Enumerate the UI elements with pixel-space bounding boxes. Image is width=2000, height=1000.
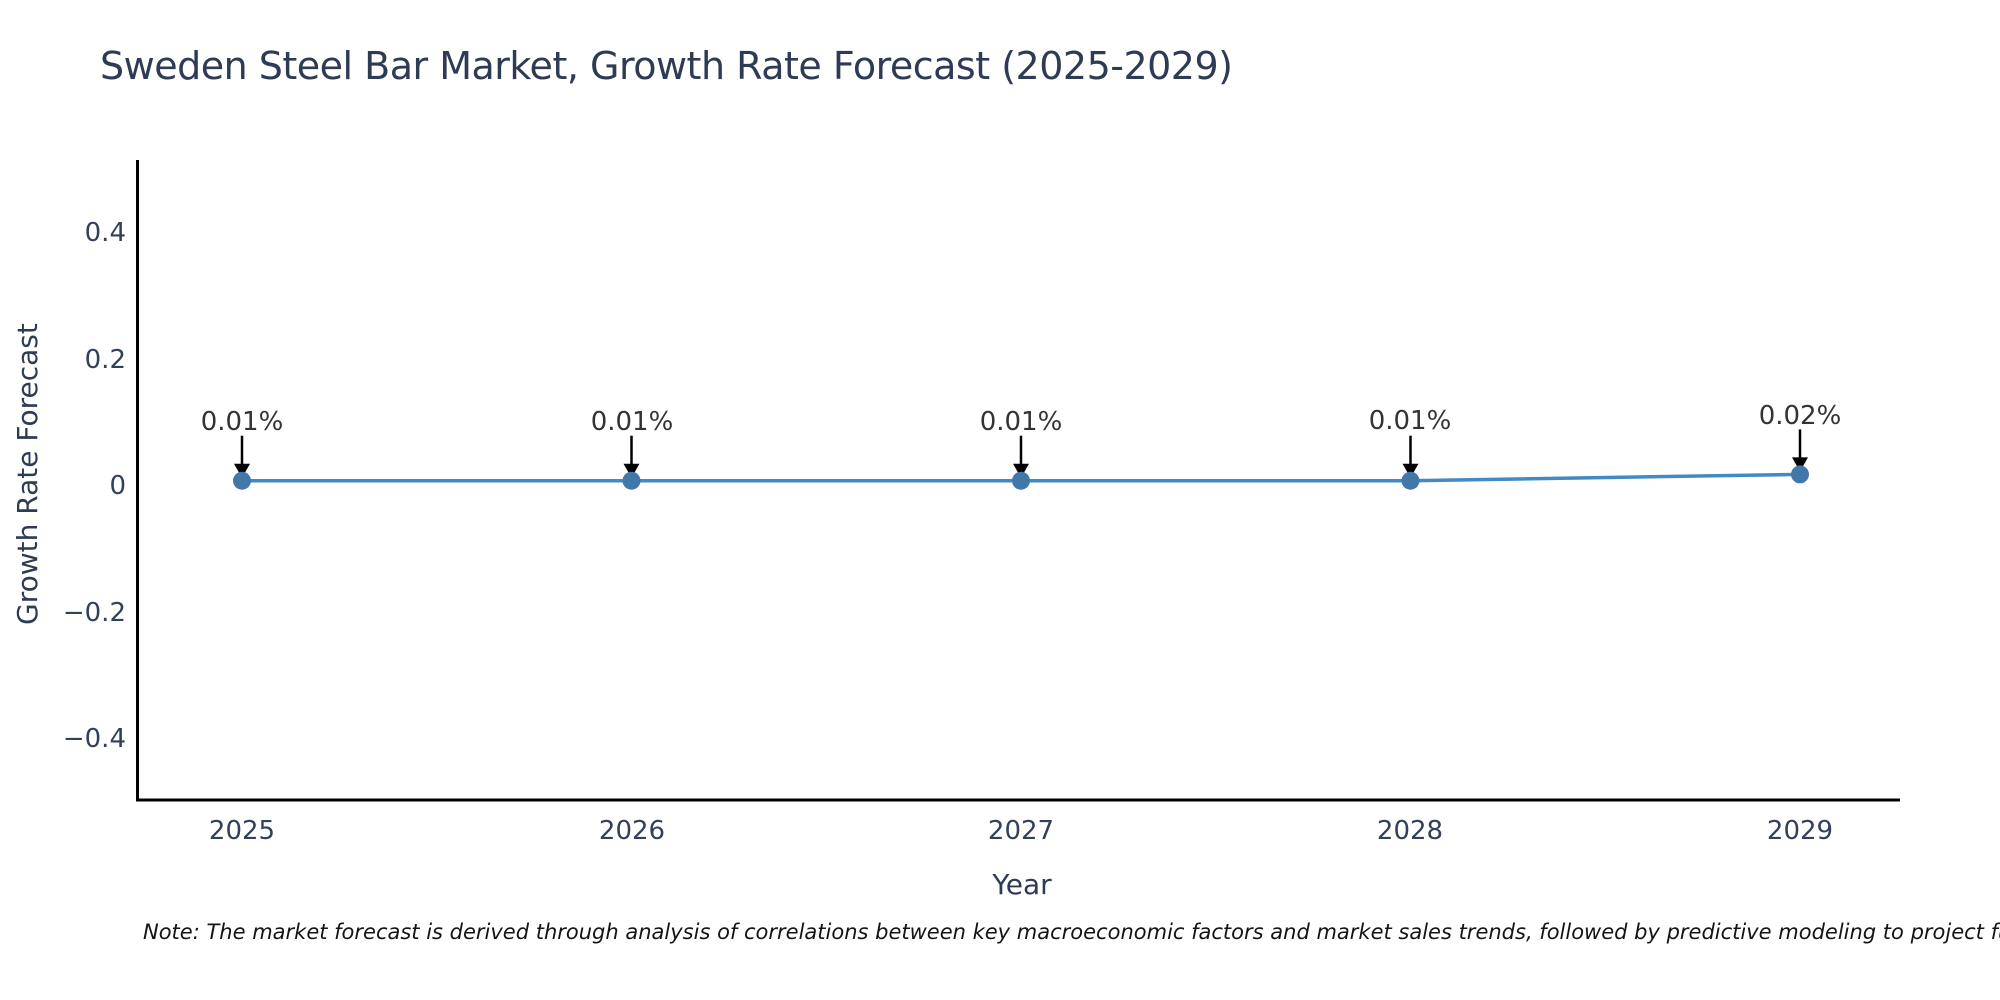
data-point-marker (1401, 471, 1420, 490)
x-tick-label: 2028 (1376, 816, 1444, 846)
data-point-marker (1791, 465, 1809, 484)
chart-title: Sweden Steel Bar Market, Growth Rate For… (100, 44, 1233, 88)
y-tick-label: −0.4 (62, 724, 126, 754)
data-point-marker (233, 471, 251, 490)
x-axis-title: Year (992, 868, 1052, 901)
annotation-arrow-head (623, 463, 640, 478)
x-tick-label: 2026 (598, 816, 666, 846)
y-tick-label: −0.2 (62, 598, 126, 628)
point-annotation: 0.01% (979, 407, 1063, 437)
y-tick-label: 0 (109, 471, 126, 501)
point-annotation: 0.01% (200, 407, 284, 437)
data-point-marker (1012, 471, 1030, 490)
point-annotation: 0.01% (590, 407, 674, 437)
annotation-arrow-head (1013, 463, 1029, 478)
x-tick-label: 2027 (987, 816, 1055, 846)
series-layer (233, 429, 1809, 490)
y-tick-label: 0.2 (84, 345, 126, 375)
annotation-arrow-head (234, 463, 250, 478)
x-tick-label: 2025 (208, 816, 276, 846)
annotation-arrow-head (1792, 457, 1808, 472)
data-point-marker (622, 471, 641, 490)
point-annotation: 0.02% (1758, 401, 1842, 431)
footnote: Note: The market forecast is derived thr… (143, 920, 2000, 944)
y-axis-title: Growth Rate Forecast (11, 323, 44, 625)
point-annotation: 0.01% (1368, 406, 1452, 436)
y-tick-label: 0.4 (84, 218, 126, 248)
x-tick-label: 2029 (1766, 816, 1834, 846)
annotation-arrow-head (1402, 463, 1419, 478)
